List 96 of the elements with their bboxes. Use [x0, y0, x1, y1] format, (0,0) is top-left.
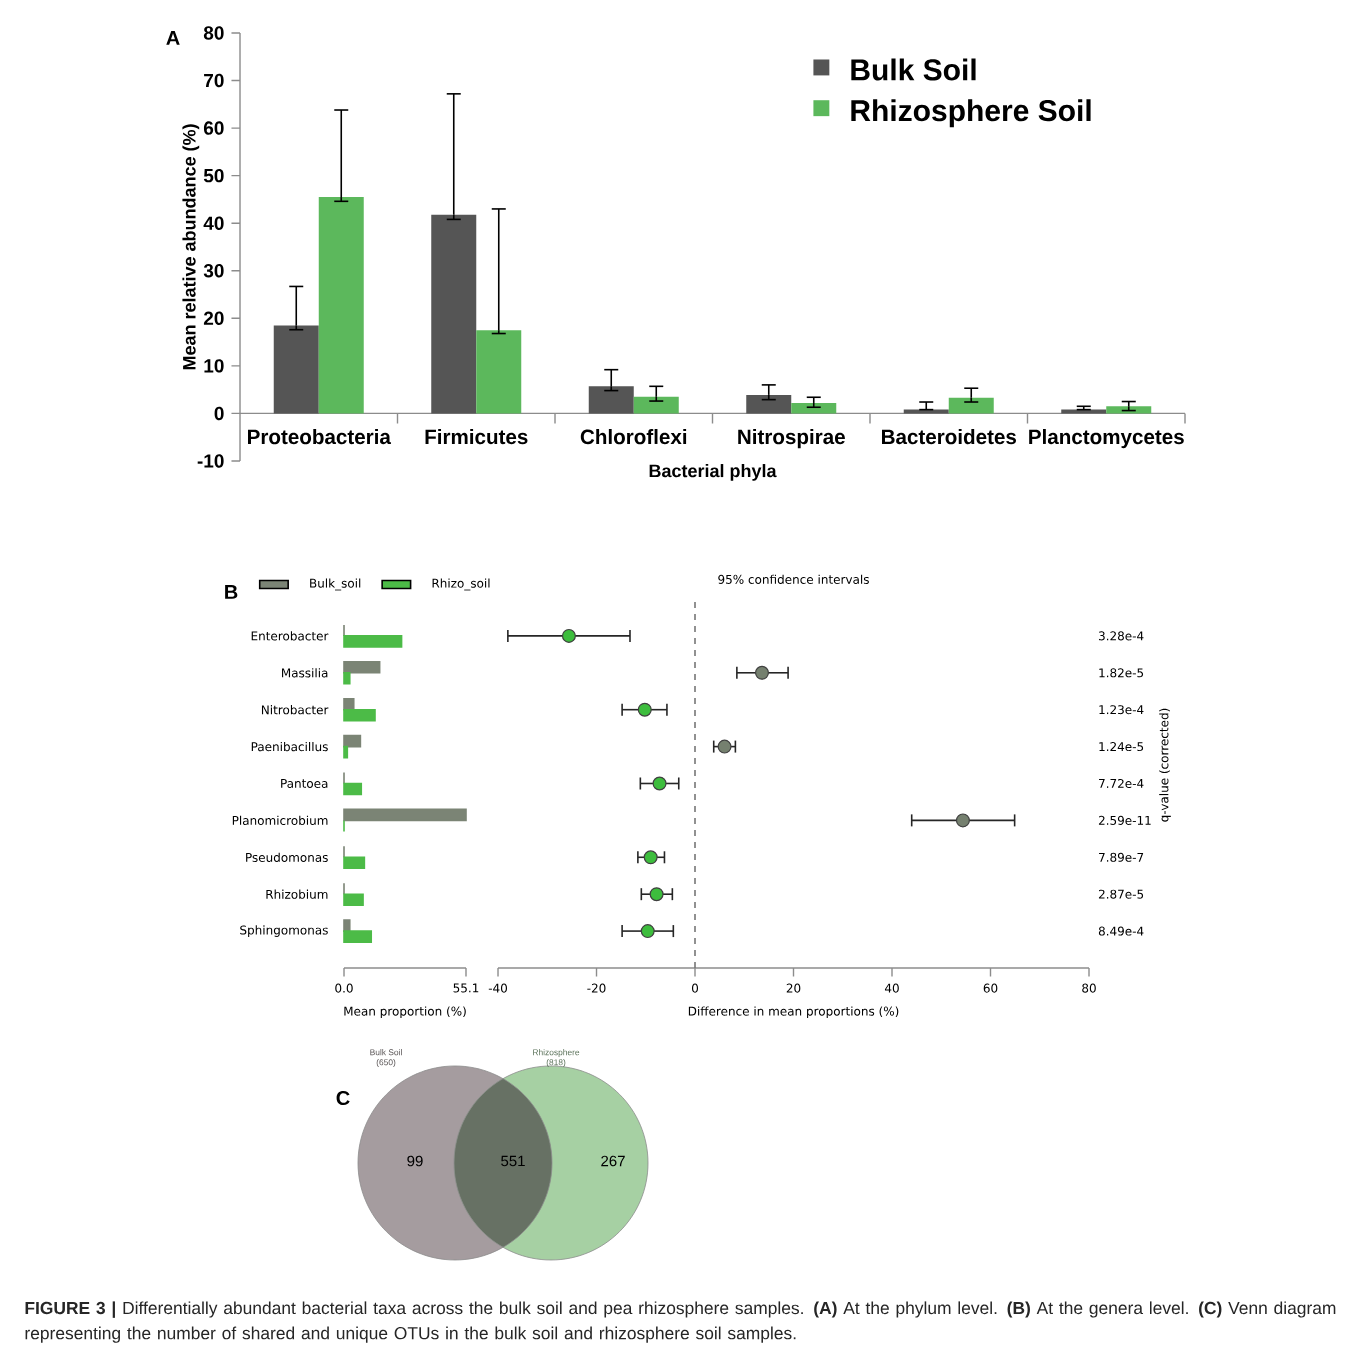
bar — [633, 396, 679, 414]
y-tick-label: 50 — [203, 168, 224, 183]
text: 2.59e-11 — [1098, 815, 1151, 825]
x-tick-label: 55.1 — [453, 983, 479, 993]
x-axis-title: Mean proportion (%) — [344, 1006, 466, 1019]
text: (818) — [546, 1059, 566, 1067]
text: 1.23e-4 — [1099, 705, 1144, 715]
bar — [343, 893, 364, 906]
x-axis-title: Difference in mean proportions (%) — [688, 1006, 899, 1019]
y-tick-label: Paenibacillus — [251, 741, 328, 752]
text: 7.72e-4 — [1099, 778, 1144, 789]
category-label: Rhizosphere — [533, 1049, 580, 1057]
y-tick-label: 80 — [203, 26, 224, 40]
x-tick-label: Nitrospirae — [738, 429, 845, 449]
bar — [343, 734, 362, 748]
bar — [343, 635, 403, 648]
legend-label: Rhizosphere Soil — [851, 99, 1091, 128]
bar — [1106, 406, 1152, 414]
text: 8.49e-4 — [1098, 926, 1144, 936]
y-tick-label: 40 — [203, 216, 224, 230]
y-tick-label: Pseudomonas — [246, 852, 328, 862]
bar — [746, 394, 792, 414]
text: 3.28e-4 — [1098, 631, 1144, 641]
y-tick-label: 70 — [204, 73, 224, 88]
point — [643, 850, 658, 865]
bar — [476, 330, 522, 414]
bar — [343, 919, 351, 932]
point — [955, 813, 970, 828]
x-tick-label: Planctomycetes — [1029, 429, 1184, 449]
bar — [343, 745, 349, 759]
x-tick-label: -40 — [488, 983, 508, 993]
x-tick-label: Bacteroidetes — [882, 429, 1016, 445]
text: A — [166, 31, 180, 45]
point — [754, 665, 769, 680]
text: 551 — [501, 1155, 525, 1167]
x-tick-label: 80 — [1082, 983, 1096, 993]
y-tick-label: Planomicrobium — [232, 815, 328, 826]
y-tick-label: -10 — [197, 454, 224, 468]
bar — [343, 671, 351, 685]
point — [640, 924, 655, 939]
bar — [343, 930, 373, 943]
y-tick-label: 0 — [214, 406, 224, 421]
x-tick-label: Firmicutes — [425, 429, 528, 445]
y-axis-title: Mean relative abundance (%) — [182, 124, 200, 370]
text: B — [225, 585, 238, 599]
text: C — [336, 1090, 350, 1106]
bar — [273, 325, 319, 414]
bar — [588, 386, 634, 414]
point — [652, 776, 667, 791]
y-tick-label: Massilia — [282, 668, 328, 678]
category-label: Bulk Soil — [370, 1049, 402, 1056]
text: 2.87e-5 — [1098, 889, 1144, 899]
point — [637, 702, 652, 717]
bar — [791, 402, 837, 414]
legend-label: Bulk_soil — [310, 578, 361, 591]
y-tick-label: Sphingomonas — [240, 925, 328, 937]
legend-label: Rhizo_soil — [432, 578, 490, 591]
point — [717, 739, 732, 754]
x-tick-label: 40 — [884, 983, 899, 993]
x-tick-label: Chloroflexi — [580, 429, 687, 445]
y-tick-label: 20 — [203, 311, 224, 326]
text: (650) — [376, 1059, 396, 1067]
bar — [948, 397, 994, 414]
y-tick-label: Enterobacter — [251, 631, 329, 641]
text: 1.82e-5 — [1099, 668, 1144, 678]
text: 99 — [407, 1155, 423, 1167]
text: 1.24e-5 — [1099, 742, 1144, 752]
y-tick-label: 10 — [204, 359, 224, 373]
text: FIGURE 3 | Differentially abundant bacterial taxa across the bulk soil and pea rhizosphere samples. (A) At the phylum level. (B) At the genera level. (C) Venn diagram representing the number of shared and unique OTUs in the bulk soil and rhizosphere soil samples. — [25, 1301, 1336, 1343]
bar — [343, 708, 376, 722]
bar — [318, 197, 364, 414]
bar — [343, 697, 355, 711]
point — [649, 887, 664, 902]
x-tick-label: 0.0 — [335, 983, 353, 993]
y-tick-label: Rhizobium — [266, 889, 328, 899]
x-tick-label: 0 — [691, 983, 699, 993]
x-tick-label: 20 — [786, 983, 801, 993]
y-tick-label: 60 — [203, 121, 224, 135]
bar — [343, 660, 381, 674]
bar — [343, 856, 366, 870]
y2-axis-title: q-value (corrected) — [1159, 708, 1171, 822]
bar — [431, 214, 477, 414]
text: 267 — [601, 1155, 625, 1167]
x-tick-label: Proteobacteria — [248, 429, 392, 445]
x-tick-label: -20 — [587, 983, 606, 993]
x-axis-title: Bacterial phyla — [649, 464, 777, 481]
x-tick-label: 60 — [983, 983, 998, 993]
text: 7.89e-7 — [1099, 852, 1144, 862]
point — [561, 628, 576, 643]
chart-title: 95% confidence intervals — [718, 574, 869, 584]
bar — [343, 782, 363, 796]
y-tick-label: Pantoea — [281, 779, 328, 788]
legend-label: Bulk Soil — [851, 58, 976, 81]
bar — [343, 808, 467, 822]
y-tick-label: 30 — [203, 264, 224, 278]
y-tick-label: Nitrobacter — [261, 705, 329, 715]
